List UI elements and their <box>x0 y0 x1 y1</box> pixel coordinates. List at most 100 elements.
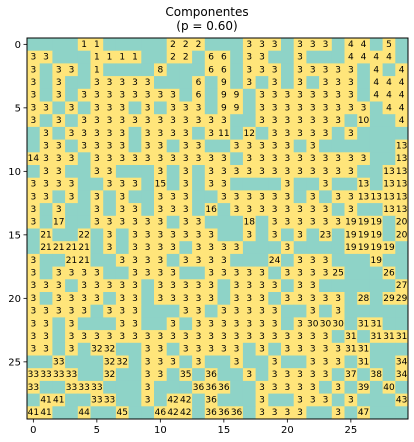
cell-component-label: 36 <box>218 383 230 393</box>
cell-component-label: 3 <box>56 268 62 278</box>
cell-component-label: 3 <box>284 218 290 228</box>
cell-component-label: 3 <box>335 357 341 367</box>
heatmap-cell <box>281 317 295 331</box>
heatmap-cell <box>293 380 307 394</box>
cell-component-label: 3 <box>234 294 240 304</box>
heatmap-cell <box>27 342 41 356</box>
heatmap-cell <box>344 101 358 115</box>
cell-component-label: 3 <box>208 180 214 190</box>
heatmap-cell <box>395 139 409 153</box>
cell-component-label: 3 <box>284 345 290 355</box>
heatmap-cell <box>39 126 53 140</box>
heatmap-cell <box>382 330 396 344</box>
heatmap-cell <box>357 228 371 242</box>
heatmap-cell <box>103 330 117 344</box>
cell-component-label: 3 <box>361 154 367 164</box>
heatmap-cell <box>179 139 193 153</box>
cell-component-label: 26 <box>383 268 395 278</box>
heatmap-cell <box>65 190 79 204</box>
cell-component-label: 3 <box>323 345 329 355</box>
heatmap-cell <box>369 253 383 267</box>
cell-component-label: 3 <box>196 307 202 317</box>
cell-component-label: 3 <box>56 294 62 304</box>
cell-component-label: 3 <box>310 91 316 101</box>
heatmap-cell <box>52 139 66 153</box>
heatmap-cell <box>39 114 53 128</box>
heatmap-cell <box>306 215 320 229</box>
heatmap-cell <box>293 215 307 229</box>
cell-component-label: 3 <box>335 307 341 317</box>
heatmap-cell <box>27 241 41 255</box>
heatmap-cell <box>293 368 307 382</box>
heatmap-cell <box>103 126 117 140</box>
cell-component-label: 3 <box>132 78 138 88</box>
cell-component-label: 6 <box>208 65 214 75</box>
cell-component-label: 3 <box>284 141 290 151</box>
cell-component-label: 21 <box>66 256 77 266</box>
cell-component-label: 31 <box>371 319 382 329</box>
heatmap-cell <box>192 114 206 128</box>
cell-component-label: 3 <box>335 116 341 126</box>
cell-component-label: 3 <box>297 395 303 405</box>
heatmap-cell <box>141 203 155 217</box>
heatmap-cell <box>90 228 104 242</box>
cell-component-label: 3 <box>157 192 163 202</box>
heatmap-cell <box>179 304 193 318</box>
heatmap-cell <box>192 355 206 369</box>
cell-component-label: 3 <box>221 243 227 253</box>
heatmap-cell <box>204 101 218 115</box>
heatmap-cell <box>65 126 79 140</box>
heatmap-cell <box>103 355 117 369</box>
cell-component-label: 3 <box>208 268 214 278</box>
heatmap-cell <box>357 63 371 77</box>
cell-component-label: 13 <box>383 192 394 202</box>
heatmap-cell <box>319 241 333 255</box>
heatmap-cell <box>39 355 53 369</box>
cell-component-label: 3 <box>284 294 290 304</box>
heatmap-cell <box>319 177 333 191</box>
heatmap-cell <box>179 114 193 128</box>
cell-component-label: 19 <box>345 243 357 253</box>
heatmap-cell <box>306 152 320 166</box>
heatmap-cell <box>154 279 168 293</box>
heatmap-cell <box>179 253 193 267</box>
heatmap-cell <box>154 241 168 255</box>
heatmap-cell <box>395 203 409 217</box>
heatmap-cell <box>217 304 231 318</box>
heatmap-cell <box>255 177 269 191</box>
x-tick-label: 15 <box>217 425 230 436</box>
cell-component-label: 3 <box>246 154 252 164</box>
heatmap-cell <box>382 88 396 102</box>
cell-component-label: 3 <box>221 116 227 126</box>
heatmap-cell <box>395 88 409 102</box>
cell-component-label: 27 <box>396 281 407 291</box>
heatmap-cell <box>141 76 155 90</box>
cell-component-label: 3 <box>132 294 138 304</box>
cell-component-label: 3 <box>335 103 341 113</box>
heatmap-cell <box>319 190 333 204</box>
heatmap-cell <box>382 76 396 90</box>
heatmap-cell <box>65 139 79 153</box>
cell-component-label: 4 <box>373 78 379 88</box>
heatmap-cell <box>319 317 333 331</box>
cell-component-label: 3 <box>56 141 62 151</box>
heatmap-cell <box>255 380 269 394</box>
heatmap-cell <box>204 406 218 420</box>
heatmap-cell <box>331 279 345 293</box>
heatmap-cell <box>166 393 180 407</box>
heatmap-cell <box>306 279 320 293</box>
heatmap-cell <box>179 63 193 77</box>
heatmap-cell <box>77 152 91 166</box>
heatmap-cell <box>154 266 168 280</box>
cell-component-label: 3 <box>234 192 240 202</box>
heatmap-cell <box>331 177 345 191</box>
heatmap-cell <box>255 88 269 102</box>
heatmap-cell <box>242 253 256 267</box>
heatmap-cell <box>395 152 409 166</box>
cell-component-label: 3 <box>94 332 100 342</box>
heatmap-cell <box>293 355 307 369</box>
heatmap-cell <box>103 317 117 331</box>
heatmap-cells <box>27 38 409 420</box>
cell-component-label: 3 <box>208 332 214 342</box>
heatmap-cell <box>204 114 218 128</box>
